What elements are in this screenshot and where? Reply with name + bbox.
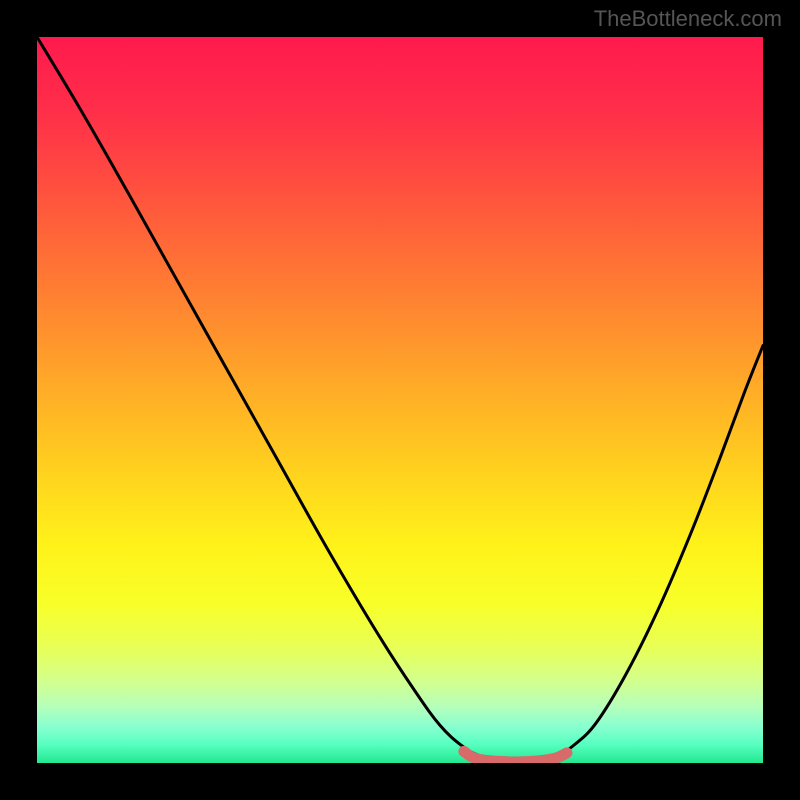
plot-area (37, 37, 763, 763)
chart-frame: TheBottleneck.com (0, 0, 800, 800)
watermark-text: TheBottleneck.com (594, 6, 782, 32)
bottleneck-curve (37, 37, 763, 759)
optimal-range-marker (464, 751, 567, 762)
curve-layer (37, 37, 763, 763)
